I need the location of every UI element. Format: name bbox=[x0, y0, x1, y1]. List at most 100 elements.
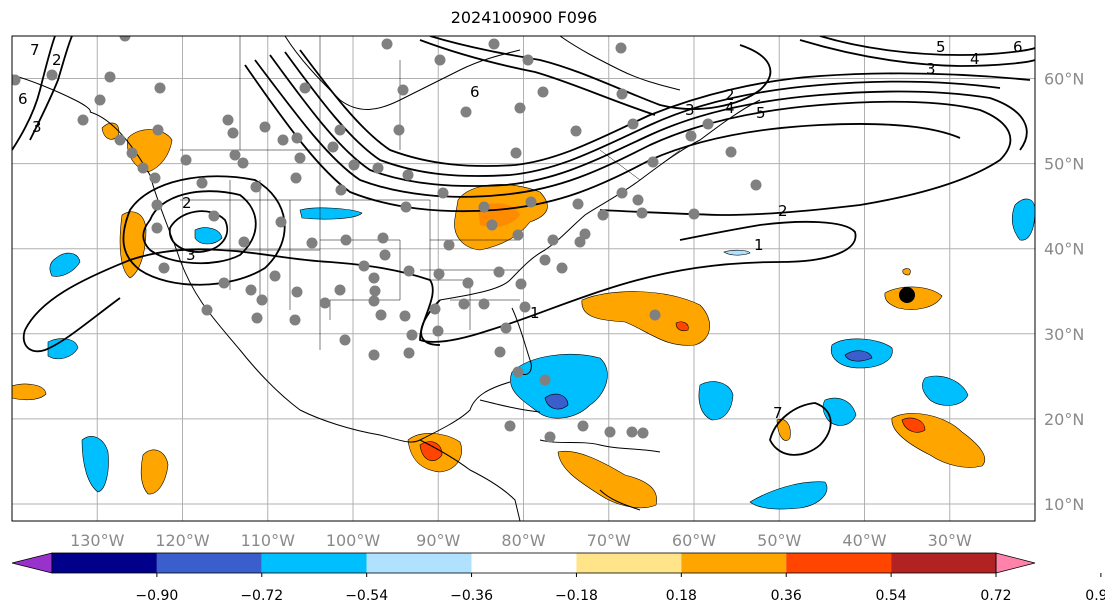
graticule bbox=[12, 36, 1035, 521]
colorbar: −0.90 −0.72 −0.54 −0.36 −0.18 0.18 0.36 0.54 0.7… bbox=[11, 552, 1105, 604]
lon-tick-label: 100°W bbox=[326, 531, 381, 550]
station-dot bbox=[579, 228, 591, 240]
colorbar-outline bbox=[51, 552, 997, 574]
colorbar-tick-label: −0.90 bbox=[135, 588, 178, 604]
colorbar-tick-label: −0.54 bbox=[345, 588, 388, 604]
station-dot bbox=[339, 334, 351, 346]
station-dot bbox=[488, 38, 500, 50]
station-dot bbox=[429, 303, 441, 315]
longitude-ticks: 130°W 120°W 110°W 100°W 90°W 80°W 70°W 60°W 50°W… bbox=[70, 531, 972, 550]
station-dot bbox=[151, 199, 163, 211]
contour-label: 1 bbox=[530, 304, 540, 322]
latitude-ticks: 10°N 20°N 30°N 40°N 50°N 60°N bbox=[1044, 70, 1084, 514]
colorbar-segment bbox=[52, 553, 157, 573]
lat-tick-label: 50°N bbox=[1044, 155, 1084, 174]
lon-tick-label: 70°W bbox=[587, 531, 631, 550]
station-dot bbox=[399, 310, 411, 322]
station-dot bbox=[358, 260, 370, 272]
station-dot bbox=[348, 159, 360, 171]
orange-region-atlantic bbox=[581, 291, 710, 346]
station-dot bbox=[556, 262, 568, 274]
station-dot bbox=[615, 42, 627, 54]
station-dot bbox=[269, 270, 281, 282]
lon-tick-label: 110°W bbox=[241, 531, 296, 550]
station-dot bbox=[486, 219, 498, 231]
station-dot bbox=[544, 431, 556, 443]
station-dot bbox=[402, 169, 414, 181]
station-dot bbox=[208, 210, 220, 222]
colorbar-segment bbox=[156, 553, 262, 573]
station-dot bbox=[335, 184, 347, 196]
lat-tick-label: 60°N bbox=[1044, 70, 1084, 89]
station-dot bbox=[627, 118, 639, 130]
station-dot bbox=[291, 286, 303, 298]
colorbar-tick-label: 0.90 bbox=[1085, 588, 1105, 604]
station-dot bbox=[519, 301, 531, 313]
map-frame bbox=[11, 35, 1036, 522]
contour-label: 7 bbox=[30, 41, 40, 59]
lon-tick-label: 30°W bbox=[928, 531, 972, 550]
blue-region-caribbean bbox=[510, 353, 608, 419]
contour-label: 2 bbox=[778, 202, 788, 220]
station-dot bbox=[443, 239, 455, 251]
station-dot bbox=[649, 309, 661, 321]
lon-tick-label: 50°W bbox=[757, 531, 801, 550]
station-dot bbox=[340, 234, 352, 246]
station-dot bbox=[201, 304, 213, 316]
map-title: 2024100900 F096 bbox=[450, 8, 598, 27]
contour-label: 2 bbox=[182, 194, 192, 212]
contour-label: 4 bbox=[970, 50, 980, 68]
station-dot bbox=[229, 149, 241, 161]
colorbar-tick-label: 0.36 bbox=[771, 588, 802, 604]
colorbar-tick-label: −0.18 bbox=[555, 588, 598, 604]
station-dot bbox=[406, 329, 418, 341]
station-dot bbox=[137, 162, 149, 174]
station-dot bbox=[393, 124, 405, 136]
lat-tick-label: 40°N bbox=[1044, 240, 1084, 259]
station-dot bbox=[299, 82, 311, 94]
station-dot bbox=[245, 284, 257, 296]
station-dot bbox=[259, 121, 271, 133]
lon-tick-label: 80°W bbox=[501, 531, 545, 550]
station-dot bbox=[636, 207, 648, 219]
station-dot bbox=[570, 125, 582, 137]
station-dot bbox=[632, 194, 644, 206]
station-dot bbox=[151, 222, 163, 234]
station-dot bbox=[149, 172, 161, 184]
station-dot bbox=[512, 229, 524, 241]
lon-tick-label: 120°W bbox=[155, 531, 210, 550]
station-dot bbox=[702, 118, 714, 130]
station-dot bbox=[504, 420, 516, 432]
contour-labels: 5 4 6 3 6 2 4 5 3 2 1 2 3 2 3 6 7 7 1 bbox=[18, 38, 1023, 422]
station-dot bbox=[180, 154, 192, 166]
station-dot bbox=[494, 346, 506, 358]
colorbar-tick-label: −0.72 bbox=[240, 588, 283, 604]
station-dot bbox=[460, 106, 472, 118]
lon-tick-label: 40°W bbox=[842, 531, 886, 550]
colorbar-segment bbox=[261, 553, 367, 573]
contour-label: 1 bbox=[754, 236, 764, 254]
contour-label: 6 bbox=[18, 90, 28, 108]
contour-label: 5 bbox=[936, 38, 946, 56]
station-dot bbox=[377, 232, 389, 244]
station-dot bbox=[493, 266, 505, 278]
station-dot bbox=[574, 236, 586, 248]
contour-lines bbox=[12, 36, 1035, 456]
colorbar-segment bbox=[366, 553, 472, 573]
station-dot bbox=[537, 86, 549, 98]
contour-label: 3 bbox=[926, 60, 936, 78]
station-dot bbox=[291, 132, 303, 144]
station-dot bbox=[725, 146, 737, 158]
colorbar-segment bbox=[681, 553, 787, 573]
colorbar-tick-label: 0.54 bbox=[876, 588, 907, 604]
station-dot bbox=[369, 285, 381, 297]
station-dot bbox=[522, 54, 534, 66]
colorbar-segment bbox=[471, 553, 577, 573]
station-dot bbox=[196, 177, 208, 189]
station-dot bbox=[251, 312, 263, 324]
station-dot bbox=[577, 420, 589, 432]
station-dot bbox=[319, 297, 331, 309]
lat-tick-label: 10°N bbox=[1044, 495, 1084, 514]
station-dot bbox=[152, 124, 164, 136]
colorbar-segment bbox=[576, 553, 682, 573]
